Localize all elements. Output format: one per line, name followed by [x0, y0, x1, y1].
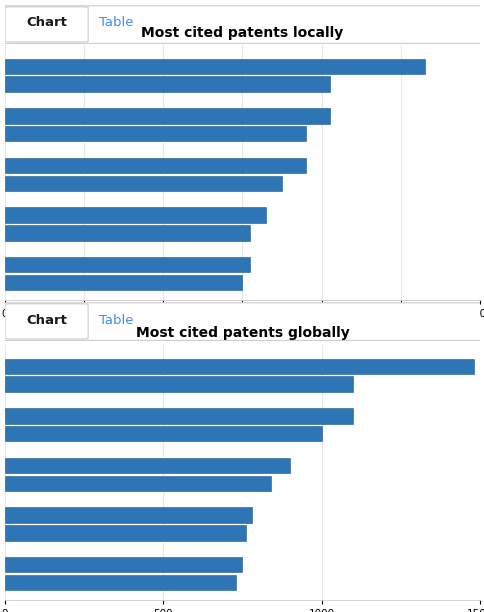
Bar: [5, 557, 242, 572]
Bar: [5, 158, 305, 173]
Text: Chart: Chart: [26, 17, 67, 29]
Text: Table: Table: [99, 313, 134, 326]
Bar: [5, 176, 282, 191]
Bar: [5, 359, 473, 374]
FancyBboxPatch shape: [0, 6, 484, 43]
Bar: [5, 408, 353, 424]
FancyBboxPatch shape: [0, 303, 484, 340]
Bar: [5, 525, 245, 540]
Title: Most cited patents locally: Most cited patents locally: [141, 26, 343, 40]
Text: Chart: Chart: [26, 313, 67, 326]
Bar: [5, 426, 321, 441]
Text: Table: Table: [99, 17, 134, 29]
Bar: [5, 575, 236, 590]
Bar: [5, 207, 266, 223]
Title: Most cited patents globally: Most cited patents globally: [136, 326, 348, 340]
FancyBboxPatch shape: [5, 7, 88, 42]
Bar: [5, 476, 271, 491]
Bar: [5, 59, 423, 74]
Bar: [5, 108, 329, 124]
Bar: [5, 376, 353, 392]
Bar: [5, 225, 250, 241]
Bar: [5, 275, 242, 290]
Bar: [5, 126, 305, 141]
Bar: [5, 507, 252, 523]
Bar: [5, 257, 250, 272]
FancyBboxPatch shape: [5, 304, 88, 339]
Bar: [5, 458, 289, 473]
Bar: [5, 76, 329, 92]
